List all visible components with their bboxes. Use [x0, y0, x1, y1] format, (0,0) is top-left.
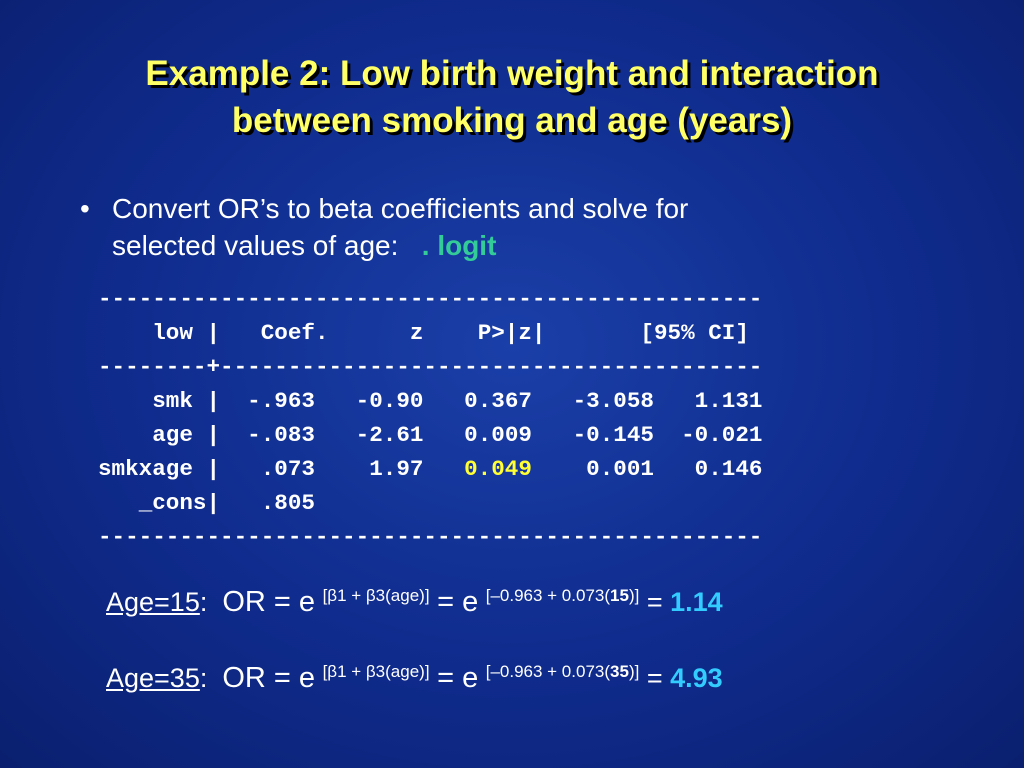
bullet-text: Convert OR’s to beta coefficients and so… [112, 190, 688, 264]
table-row: smkxage | .073 1.97 0.049 0.001 0.146 [98, 452, 762, 486]
rule-mid-left: -------- [98, 354, 207, 380]
row-coef: -.083 [247, 422, 315, 448]
calc-colon: : [199, 587, 208, 617]
row-p: 0.009 [464, 422, 532, 448]
calc-exponent-1: [β1 + β3(age)] [322, 586, 430, 605]
row-ci-low: 0.001 [586, 456, 654, 482]
row-separator: | [206, 422, 221, 448]
header-var: low [152, 320, 193, 346]
table-row: age | -.083 -2.61 0.009 -0.145 -0.021 [98, 418, 762, 452]
calc-age-15: Age=15: OR = e [β1 + β3(age)] = e [–0.96… [106, 586, 723, 619]
table-rule-top: ----------------------------------------… [98, 286, 763, 312]
calc-eq-3: = [646, 587, 663, 617]
exp2-pre: [–0.963 + 0.073( [485, 586, 611, 605]
table-rule-bottom: ----------------------------------------… [98, 524, 763, 550]
calc-eq-2: = e [437, 586, 479, 618]
row-p-highlight: 0.049 [464, 456, 532, 482]
slide-title: Example 2: Low birth weight and interact… [0, 50, 1024, 144]
header-coef: Coef. [260, 320, 329, 346]
title-line-2: between smoking and age (years) [231, 101, 793, 140]
table-header-row: low | Coef. z P>|z| [95% CI] [98, 316, 762, 350]
calc-result: 4.93 [670, 663, 723, 693]
row-coef: -.963 [247, 388, 315, 414]
row-ci-high: -0.021 [681, 422, 763, 448]
calc-colon: : [199, 663, 208, 693]
row-var: smkxage [98, 456, 193, 482]
header-p: P>|z| [477, 320, 546, 346]
logit-command: . logit [421, 230, 497, 261]
row-z: -0.90 [355, 388, 424, 414]
header-ci: [95% CI] [640, 320, 749, 346]
calc-age-35: Age=35: OR = e [β1 + β3(age)] = e [–0.96… [106, 662, 723, 695]
exp2-post: )] [628, 586, 640, 605]
calc-exponent-1: [β1 + β3(age)] [322, 662, 430, 681]
calc-exponent-2: [–0.963 + 0.073(35)] [486, 662, 640, 681]
exp2-post: )] [628, 662, 640, 681]
row-var: age [152, 422, 193, 448]
calc-eq-3: = [646, 663, 663, 693]
calc-or-text: OR = e [222, 662, 316, 694]
calc-eq-2: = e [437, 662, 479, 694]
calc-label: Age=35 [106, 663, 200, 693]
calc-or-text: OR = e [222, 586, 316, 618]
calc-exponent-2: [–0.963 + 0.073(15)] [486, 586, 640, 605]
calc-label: Age=15 [106, 587, 200, 617]
row-ci-high: 1.131 [694, 388, 763, 414]
table-row: smk | -.963 -0.90 0.367 -3.058 1.131 [98, 384, 762, 418]
table-row: _cons| .805 [98, 486, 762, 520]
header-z: z [409, 320, 424, 346]
row-z: -2.61 [355, 422, 424, 448]
calc-result: 1.14 [670, 587, 723, 617]
table-rule-mid: --------+-------------------------------… [98, 350, 762, 384]
row-p: 0.367 [464, 388, 532, 414]
row-separator: | [206, 388, 221, 414]
row-ci-low: -0.145 [572, 422, 654, 448]
rule-mid-plus: + [206, 354, 221, 380]
row-ci-high: 0.146 [694, 456, 763, 482]
row-ci-low: -3.058 [572, 388, 654, 414]
row-coef: .073 [260, 456, 315, 482]
row-separator: | [206, 490, 221, 516]
header-separator: | [206, 320, 221, 346]
bullet-line-2: selected values of age: . logit [112, 227, 688, 264]
title-line-1: Example 2: Low birth weight and interact… [145, 54, 879, 93]
bullet-dot: • [80, 193, 90, 224]
row-z: 1.97 [369, 456, 424, 482]
rule-mid-right: ---------------------------------------- [220, 354, 763, 380]
regression-output-table: ----------------------------------------… [98, 282, 762, 554]
row-coef: .805 [260, 490, 315, 516]
bullet-line-2-text: selected values of age: [112, 230, 399, 261]
row-var: _cons [138, 490, 207, 516]
exp2-pre: [–0.963 + 0.073( [485, 662, 611, 681]
row-var: smk [152, 388, 193, 414]
bullet-line-1: Convert OR’s to beta coefficients and so… [112, 193, 689, 224]
row-separator: | [206, 456, 221, 482]
exp2-age-value: 15 [610, 586, 629, 605]
exp2-age-value: 35 [610, 662, 629, 681]
